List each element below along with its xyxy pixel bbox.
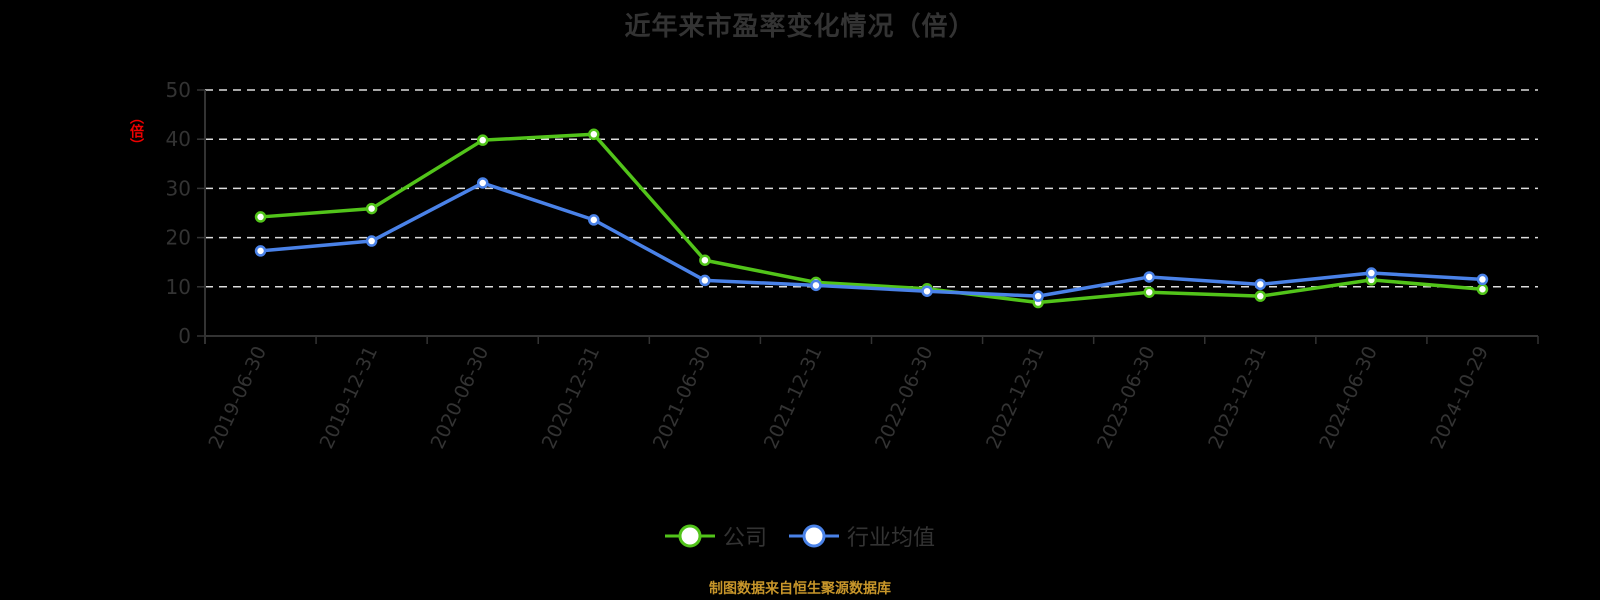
data-point-marker	[1143, 271, 1155, 283]
legend-item-industry[interactable]: 行业均值	[789, 520, 935, 552]
data-point-marker	[921, 285, 933, 297]
data-source-footer: 制图数据来自恒生聚源数据库	[709, 581, 891, 597]
y-tick-label: 50	[166, 78, 191, 102]
data-point-marker	[588, 128, 600, 141]
x-tick-label: 2019-12-31	[316, 343, 383, 452]
x-tick-label: 2019-06-30	[204, 343, 271, 452]
series-line-industry	[260, 181, 1483, 298]
data-point-marker	[588, 214, 600, 226]
data-point-marker	[810, 279, 822, 292]
y-tick-label: 20	[166, 226, 191, 250]
series-line-company	[260, 132, 1483, 305]
x-tick-label: 2023-12-31	[1204, 343, 1271, 452]
data-point-marker	[1032, 290, 1044, 302]
data-point-marker	[1476, 283, 1489, 296]
legend-item-company[interactable]: 公司	[664, 520, 767, 552]
data-point-marker	[1365, 267, 1378, 279]
legend-marker-industry-icon	[789, 524, 839, 548]
data-point-marker	[254, 245, 267, 257]
chart-title: 近年来市盈率变化情况（倍）	[624, 12, 976, 42]
data-point-marker	[365, 235, 378, 247]
x-tick-label: 2020-12-31	[538, 343, 605, 452]
series-lines	[254, 128, 1489, 309]
line-chart: 0 10 20 30 40 50 2019-06-30 2019-12-31 2020-06-3…	[166, 78, 1539, 452]
data-point-marker	[1143, 286, 1155, 298]
x-tick-label: 2023-06-30	[1093, 343, 1160, 452]
data-point-marker	[476, 134, 489, 146]
y-tick-label: 0	[178, 324, 191, 348]
data-point-marker	[476, 177, 489, 189]
data-point-marker	[699, 254, 711, 266]
legend-marker-company-icon	[664, 524, 715, 548]
x-tick-label: 2020-06-30	[427, 343, 494, 452]
x-tick-label: 2022-12-31	[982, 343, 1049, 452]
legend-label-industry: 行业均值	[847, 526, 936, 551]
y-tick-label: 30	[166, 176, 191, 200]
x-tick-label: 2024-06-30	[1315, 343, 1382, 452]
data-point-marker	[254, 211, 267, 223]
y-tick-label: 40	[166, 127, 191, 151]
y-tick-label: 10	[166, 275, 191, 299]
data-point-marker	[1476, 273, 1489, 286]
axes: 0 10 20 30 40 50 2019-06-30 2019-12-31 2020-06-3…	[166, 78, 1539, 452]
data-point-marker	[699, 274, 711, 287]
legend-label-company: 公司	[722, 526, 767, 551]
legend: 公司 行业均值	[0, 520, 1600, 552]
x-tick-label: 2024-10-29	[1426, 343, 1493, 452]
x-tick-label: 2022-06-30	[871, 343, 938, 452]
x-tick-label: 2021-12-31	[760, 343, 827, 452]
data-point-marker	[1254, 290, 1267, 302]
data-point-marker	[365, 202, 378, 215]
y-axis-unit-label: （倍）	[128, 110, 144, 152]
data-point-marker	[1254, 278, 1267, 291]
x-tick-label: 2021-06-30	[649, 343, 716, 452]
